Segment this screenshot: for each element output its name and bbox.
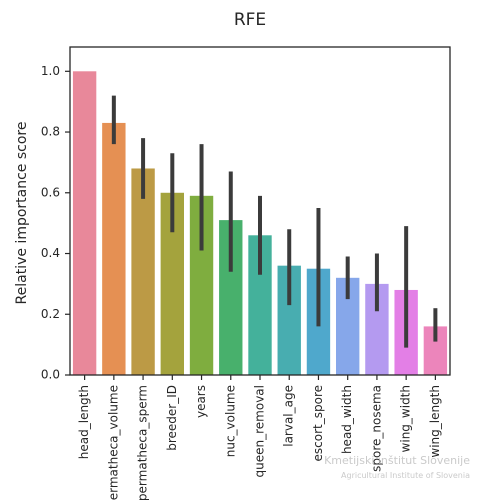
x-tick-label: spore_nosema	[369, 385, 383, 472]
bar-head_length	[72, 71, 97, 375]
x-axis-ticks: head_length spermatheca_volume spermatheca…	[77, 375, 442, 500]
chart-title: RFE	[234, 10, 266, 30]
bar-spore_nosema	[365, 283, 389, 375]
bar-years	[189, 195, 214, 375]
x-tick-label: spermatheca_sperm	[136, 385, 150, 500]
bar-head_width	[336, 277, 360, 375]
y-tick-label: 0.4	[41, 246, 60, 260]
x-tick-label: spermatheca_volume	[106, 385, 120, 500]
x-tick-label: breeder_ID	[165, 385, 179, 451]
x-tick-label: years	[194, 385, 208, 418]
bar-nuc_volume	[219, 220, 243, 375]
watermark-text: Kmetijski inštitut Slovenije	[324, 454, 470, 467]
bar-spermatheca_volume	[102, 122, 126, 375]
bar-spermatheca_sperm	[131, 168, 155, 375]
y-axis-title: Relative importance score	[14, 122, 30, 305]
bar-queen_removal	[248, 235, 272, 375]
y-axis-ticks: 0.0 0.2 0.4 0.6 0.8 1.0	[41, 64, 70, 382]
y-tick-label: 1.0	[41, 64, 60, 78]
watermark-logo: Kmetijski inštitut Slovenije Agricultura…	[324, 454, 470, 480]
y-tick-label: 0.2	[41, 307, 60, 321]
error-bars-group	[111, 95, 438, 348]
watermark-subtext: Agricultural Institute of Slovenia	[341, 471, 470, 480]
x-tick-label: head_width	[340, 385, 354, 454]
x-tick-label: larval_age	[282, 385, 296, 447]
x-tick-label: nuc_volume	[223, 385, 237, 457]
x-tick-label: head_length	[77, 385, 91, 459]
bar-larval_age	[277, 265, 301, 375]
y-tick-label: 0.6	[41, 185, 60, 199]
y-tick-label: 0.8	[41, 125, 60, 139]
x-tick-label: wing_length	[428, 385, 442, 458]
bar-wing_length	[423, 326, 448, 375]
y-tick-label: 0.0	[41, 368, 60, 382]
bar-breeder_ID	[160, 192, 184, 375]
x-tick-label: wing_width	[399, 385, 413, 452]
x-tick-label: escort_spore	[311, 385, 325, 461]
x-tick-label: queen_removal	[253, 385, 267, 477]
